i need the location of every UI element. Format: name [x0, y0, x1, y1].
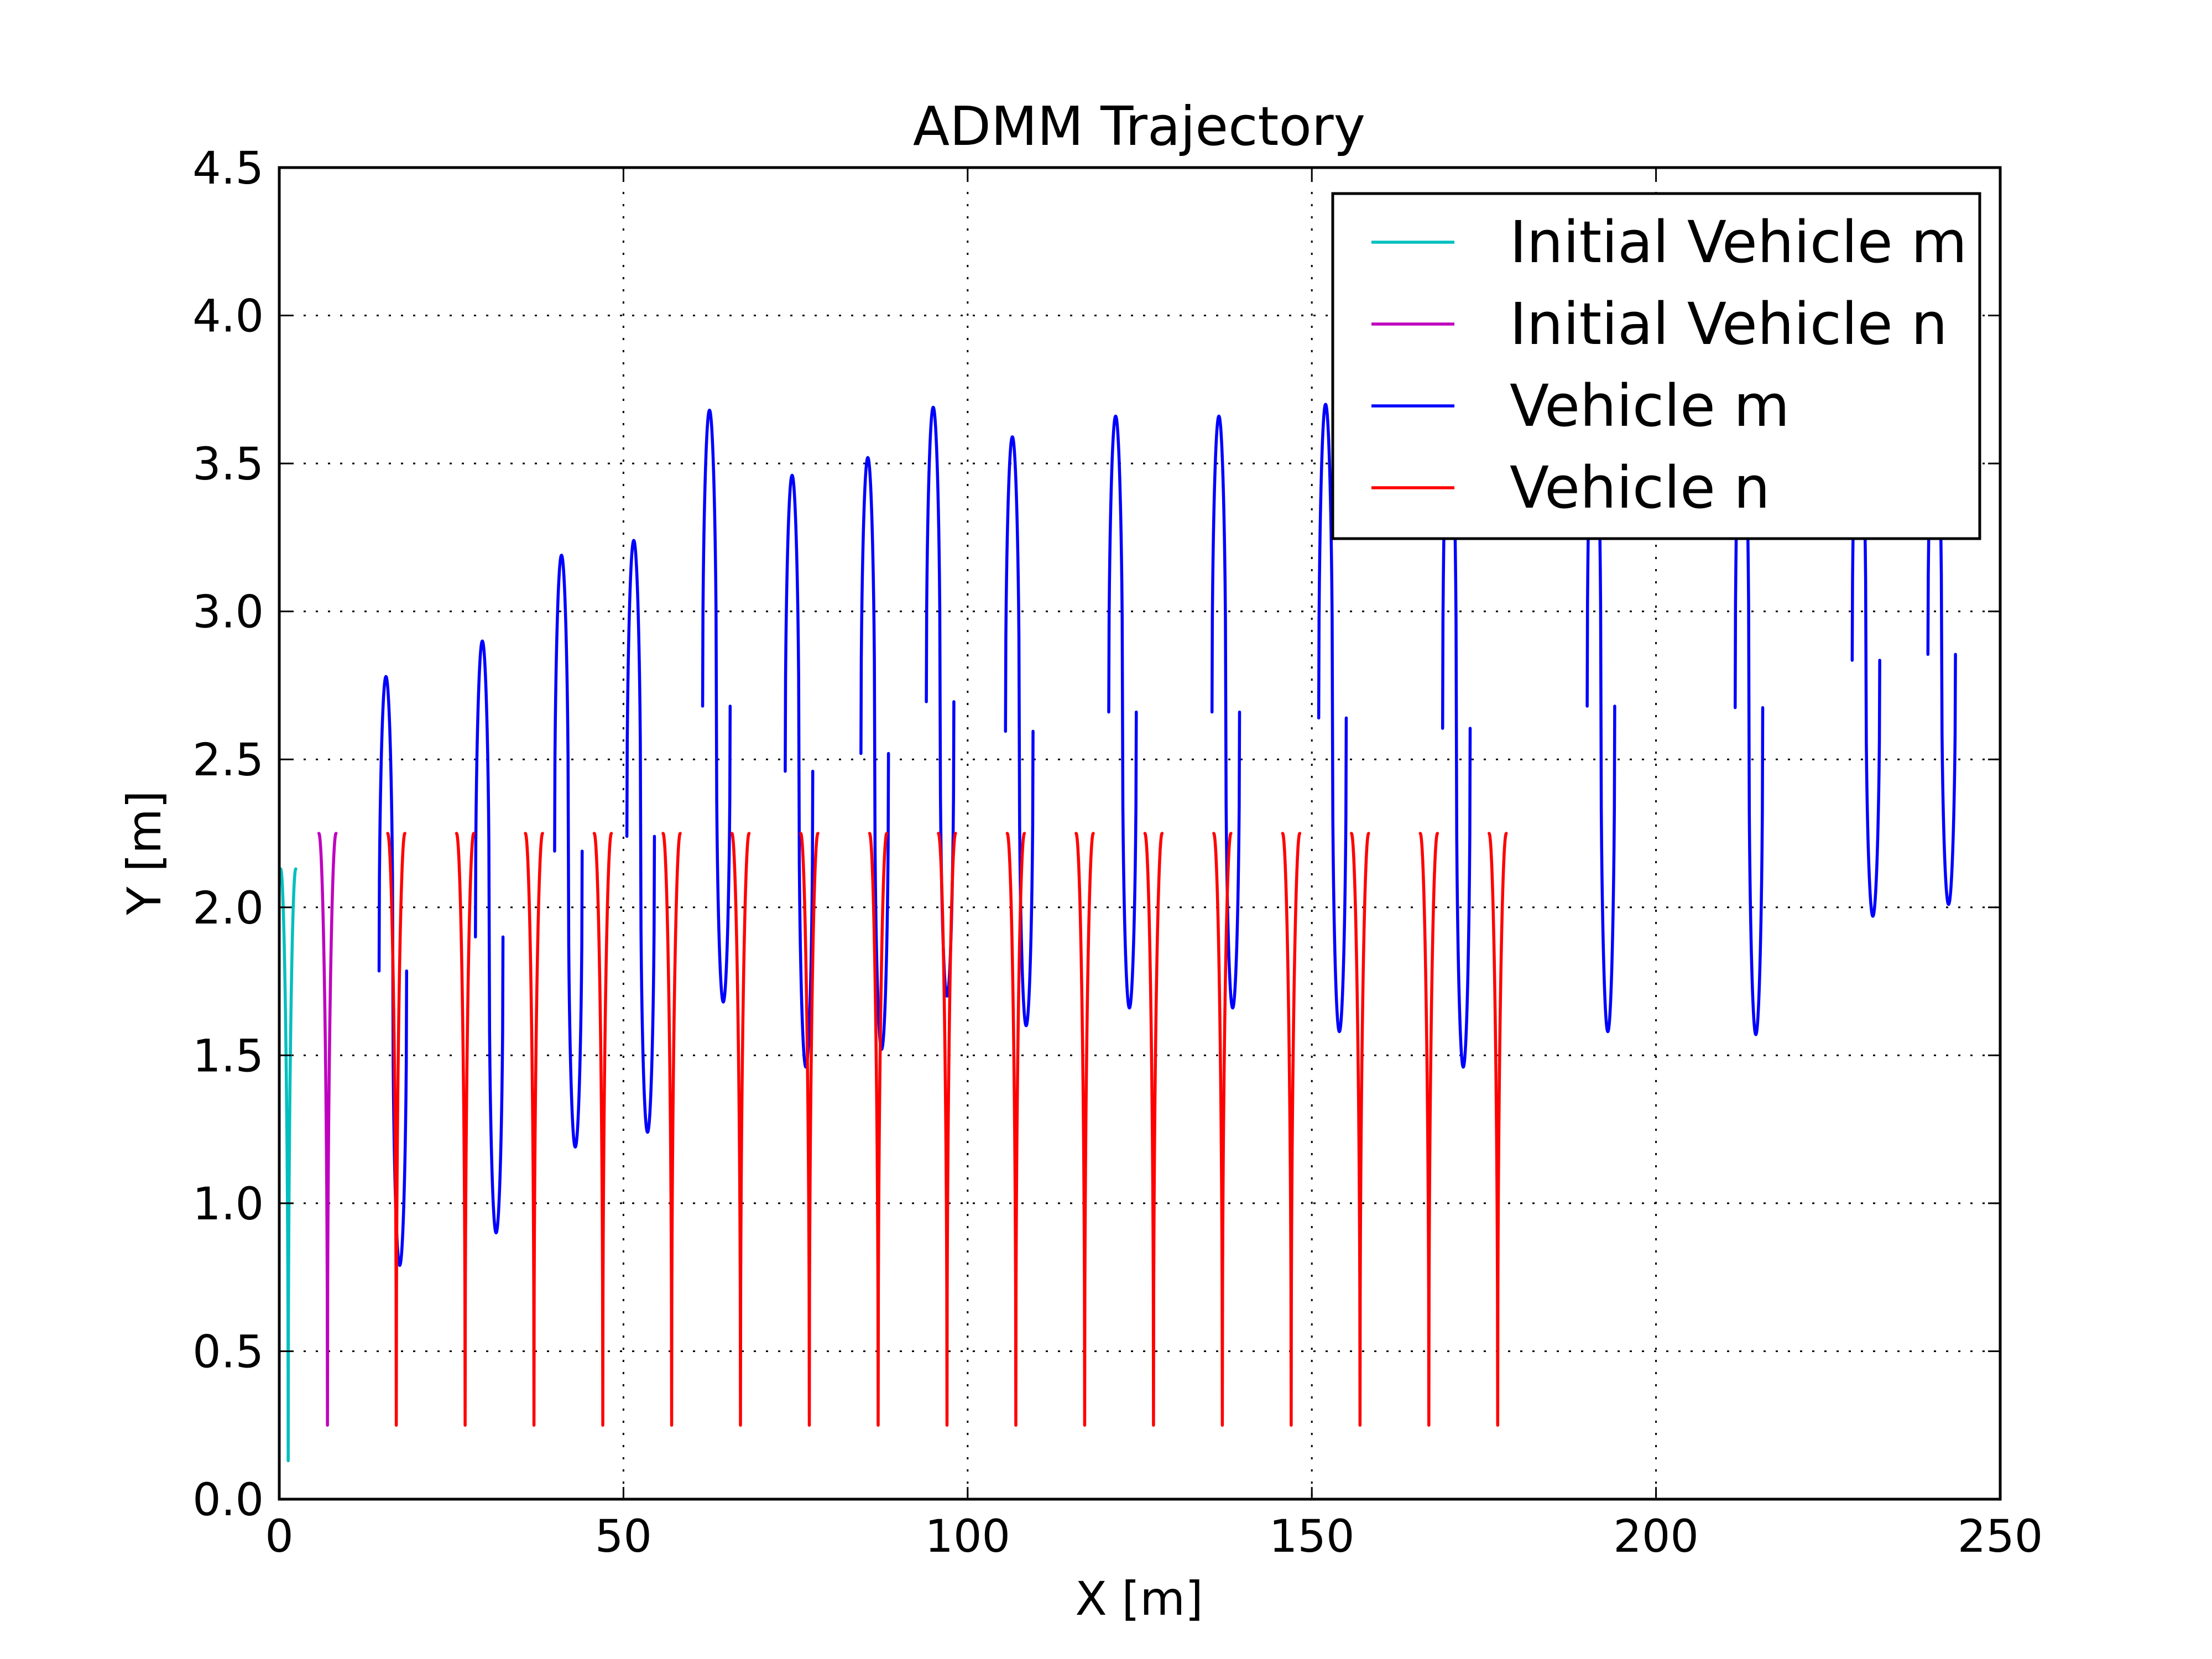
series-line-segment — [1487, 832, 1508, 1427]
y-tick-label: 2.5 — [192, 734, 264, 786]
series-line-segment — [455, 832, 476, 1427]
legend: Initial Vehicle m Initial Vehicle n Vehicl… — [1331, 192, 1981, 540]
x-tick-label: 50 — [595, 1511, 652, 1563]
series-line-segment — [1005, 832, 1026, 1427]
series-line-segment — [317, 832, 338, 1427]
legend-frame — [1331, 192, 1981, 540]
legend-label: Initial Vehicle m — [1510, 208, 1967, 276]
y-axis-label: Y [m] — [117, 790, 171, 915]
series-line-segment — [1350, 832, 1370, 1427]
legend-label: Vehicle n — [1510, 454, 1770, 521]
y-tick-label: 3.0 — [192, 587, 264, 639]
plot-frame — [278, 166, 2002, 1501]
x-tick-label: 100 — [925, 1511, 1010, 1563]
y-tick-label: 3.5 — [192, 439, 264, 491]
series-layer — [279, 379, 1957, 1463]
series-line-segment — [524, 832, 544, 1427]
y-tick-label: 4.0 — [192, 291, 264, 343]
series-line-segment — [386, 832, 406, 1427]
series-line-segment — [661, 832, 682, 1427]
series-line-segment — [1418, 832, 1439, 1427]
legend-label: Vehicle m — [1510, 372, 1790, 440]
series-line-segment — [1074, 832, 1095, 1427]
series-line-segment — [868, 832, 889, 1427]
x-tick-label: 150 — [1269, 1511, 1355, 1563]
series-initial-vehicle-m — [279, 867, 298, 1463]
x-tick-label: 0 — [265, 1511, 294, 1563]
series-line — [279, 867, 298, 1463]
series-vehicle-n — [386, 832, 1508, 1427]
series-initial-vehicle-n — [317, 832, 338, 1427]
series-line-segment — [937, 832, 957, 1427]
chart-title: ADMM Trajectory — [913, 95, 1365, 158]
y-tick-label: 4.5 — [192, 143, 264, 195]
x-tick-label: 250 — [1958, 1511, 2043, 1563]
series-line-segment — [592, 832, 613, 1427]
y-tick-label: 1.5 — [192, 1030, 264, 1082]
series-line-segment — [1143, 832, 1164, 1427]
tick-layer: 0 50 100 150 200 250 0.0 0.5 1.0 1.5 2.0 2.5 3.0 3.5 4… — [192, 143, 2043, 1563]
y-tick-label: 1.0 — [192, 1178, 264, 1230]
x-axis-label: X [m] — [1075, 1572, 1203, 1626]
y-tick-label: 0.5 — [192, 1326, 264, 1378]
series-line-segment — [799, 832, 820, 1427]
legend-label: Initial Vehicle n — [1510, 290, 1948, 358]
y-tick-label: 2.0 — [192, 883, 264, 935]
series-line-segment — [1212, 832, 1233, 1427]
series-line-segment — [1281, 832, 1302, 1427]
x-tick-label: 200 — [1613, 1511, 1699, 1563]
series-line-segment — [730, 832, 751, 1427]
y-tick-label: 0.0 — [192, 1474, 264, 1526]
